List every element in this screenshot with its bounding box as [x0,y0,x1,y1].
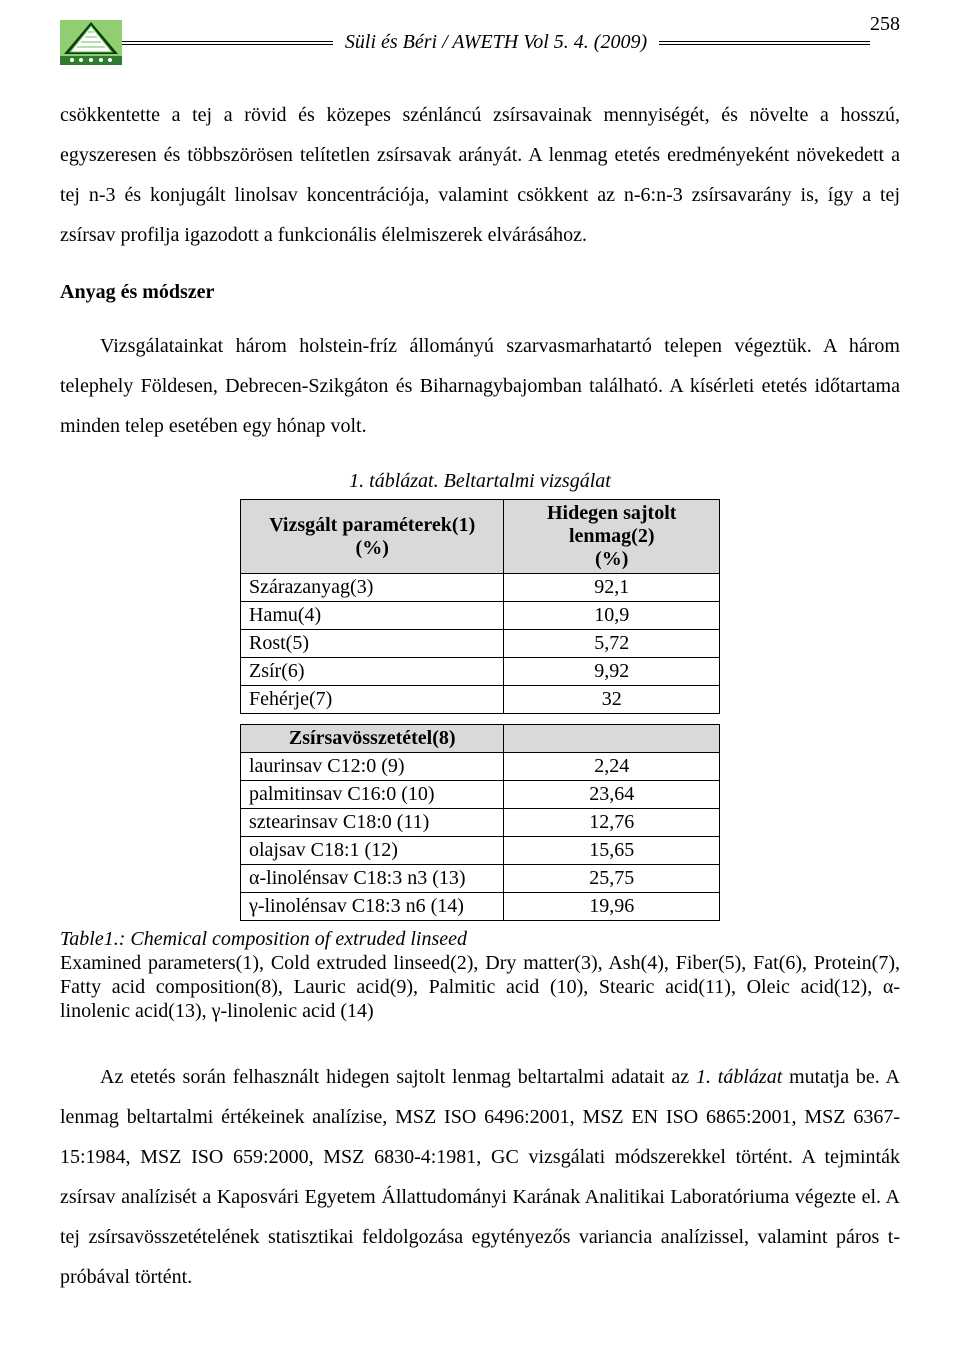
cell-label: Szárazanyag(3) [241,574,504,602]
cell-label: α-linolénsav C18:3 n3 (13) [241,865,504,893]
cell-value: 92,1 [504,574,720,602]
table-row: Hamu(4) 10,9 [241,602,720,630]
p3-italic: 1. táblázat [696,1066,782,1088]
cell-value: 5,72 [504,630,720,658]
cell-value: 25,75 [504,865,720,893]
table-row: Fehérje(7) 32 [241,686,720,714]
table-row: olajsav C18:1 (12) 15,65 [241,837,720,865]
table-row: α-linolénsav C18:3 n3 (13) 25,75 [241,865,720,893]
table-row: Szárazanyag(3) 92,1 [241,574,720,602]
page-number: 258 [870,13,900,36]
cell-value: 12,76 [504,809,720,837]
table-header-right: Hidegen sajtolt lenmag(2) (%) [504,500,720,574]
table-subheader-blank [504,725,720,753]
table-header-right-l2: (%) [595,548,628,570]
table-1: Vizsgált paraméterek(1) (%) Hidegen sajt… [240,499,720,714]
header-rule-right [659,41,870,45]
table-header-row: Vizsgált paraméterek(1) (%) Hidegen sajt… [241,500,720,574]
table-1-container: 1. táblázat. Beltartalmi vizsgálat Vizsg… [240,470,720,921]
table-row: Rost(5) 5,72 [241,630,720,658]
table-1-note: Table1.: Chemical composition of extrude… [60,927,900,1023]
table-note-rest: Examined parameters(1), Cold extruded li… [60,952,900,1022]
p3-part1: Az etetés során felhasznált hidegen sajt… [100,1066,696,1088]
header-rule-left [122,41,333,45]
cell-value: 9,92 [504,658,720,686]
paragraph-2: Vizsgálatainkat három holstein-fríz állo… [60,326,900,446]
table-subheader-row: Zsírsavösszetétel(8) [241,725,720,753]
cell-label: γ-linolénsav C18:3 n6 (14) [241,893,504,921]
section-heading-methods: Anyag és módszer [60,281,900,304]
cell-value: 32 [504,686,720,714]
cell-value: 23,64 [504,781,720,809]
p3-part2: mutatja be. A lenmag beltartalmi értékei… [60,1066,900,1288]
journal-title: Süli és Béri / AWETH Vol 5. 4. (2009) [333,31,659,54]
cell-value: 2,24 [504,753,720,781]
cell-label: sztearinsav C18:0 (11) [241,809,504,837]
table-header-right-l1: Hidegen sajtolt lenmag(2) [547,502,676,547]
table-row: Zsír(6) 9,92 [241,658,720,686]
table-1b: Zsírsavösszetétel(8) laurinsav C12:0 (9)… [240,724,720,921]
cell-value: 15,65 [504,837,720,865]
table-header-left: Vizsgált paraméterek(1) (%) [241,500,504,574]
cell-label: Rost(5) [241,630,504,658]
cell-label: Zsír(6) [241,658,504,686]
table-1-caption: 1. táblázat. Beltartalmi vizsgálat [240,470,720,493]
table-header-left-l2: (%) [356,537,389,559]
table-note-italic: Table1.: Chemical composition of extrude… [60,928,467,950]
journal-logo [60,20,122,65]
cell-label: laurinsav C12:0 (9) [241,753,504,781]
table-subheader: Zsírsavösszetétel(8) [241,725,504,753]
table-row: γ-linolénsav C18:3 n6 (14) 19,96 [241,893,720,921]
paragraph-1: csökkentette a tej a rövid és közepes sz… [60,95,900,255]
table-row: palmitinsav C16:0 (10) 23,64 [241,781,720,809]
table-header-left-l1: Vizsgált paraméterek(1) [269,514,475,536]
pyramid-logo-icon [60,20,122,65]
page-header: Süli és Béri / AWETH Vol 5. 4. (2009) 25… [60,20,900,65]
table-row: sztearinsav C18:0 (11) 12,76 [241,809,720,837]
cell-label: Fehérje(7) [241,686,504,714]
table-caption-text: 1. táblázat. Beltartalmi vizsgálat [349,470,611,492]
cell-label: palmitinsav C16:0 (10) [241,781,504,809]
cell-label: Hamu(4) [241,602,504,630]
cell-value: 19,96 [504,893,720,921]
paragraph-3: Az etetés során felhasznált hidegen sajt… [60,1057,900,1297]
cell-value: 10,9 [504,602,720,630]
table-row: laurinsav C12:0 (9) 2,24 [241,753,720,781]
cell-label: olajsav C18:1 (12) [241,837,504,865]
